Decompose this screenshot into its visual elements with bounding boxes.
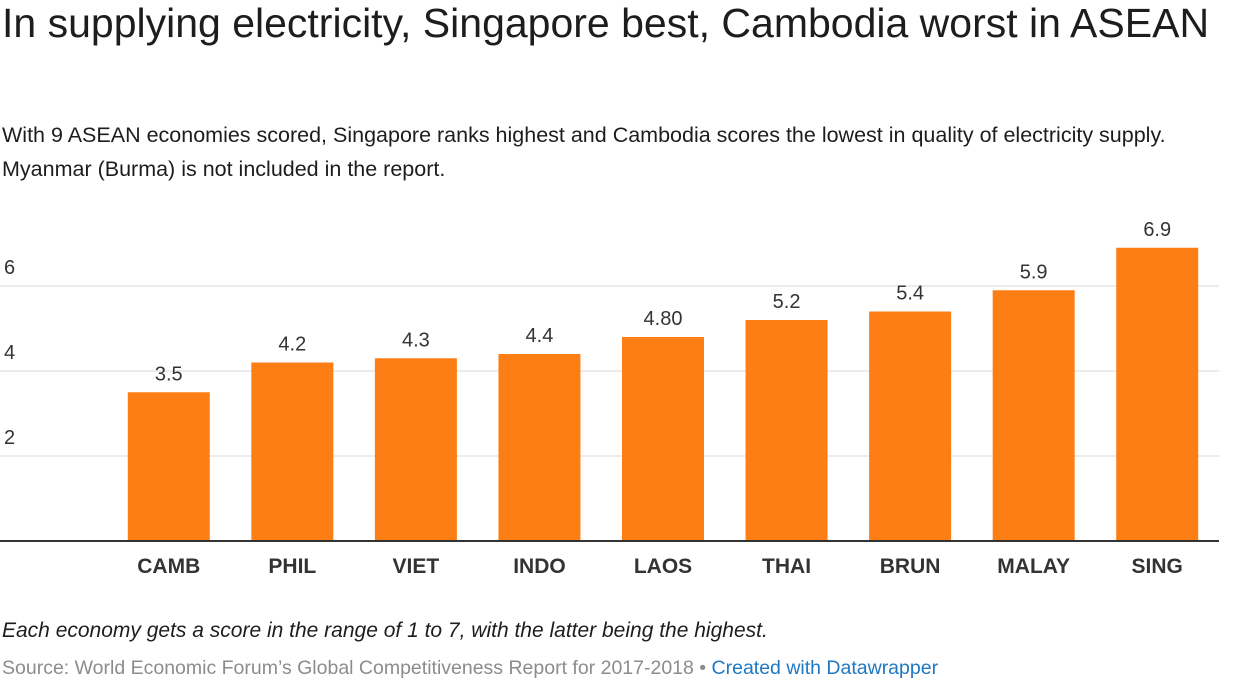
y-tick-label: 2 — [4, 427, 15, 449]
bar-viet — [374, 358, 457, 541]
y-tick-label: 6 — [4, 257, 15, 279]
bar-sing — [1116, 247, 1199, 541]
x-axis-labels: CAMB PHIL VIET INDO LAOS THAI BRUN MALAY SING — [137, 555, 1183, 578]
x-tick-label: THAI — [762, 555, 811, 578]
x-tick-label: CAMB — [137, 555, 200, 578]
bar-indo — [498, 354, 581, 541]
chart-footer: Source: World Economic Forum’s Global Co… — [2, 657, 938, 680]
x-tick-label: VIET — [393, 555, 440, 578]
bars — [127, 247, 1199, 541]
x-tick-label: INDO — [513, 555, 566, 578]
x-tick-label: LAOS — [634, 555, 692, 578]
bar-thai — [745, 320, 828, 541]
x-tick-label: BRUN — [880, 555, 941, 578]
y-axis-ticks: 2 4 6 — [4, 257, 15, 449]
chart-subtitle: With 9 ASEAN economies scored, Singapore… — [2, 123, 1166, 181]
value-labels: 3.5 4.2 4.3 4.4 4.80 5.2 5.4 5.9 6.9 — [155, 219, 1171, 386]
datawrapper-link[interactable]: Created with Datawrapper — [711, 657, 939, 679]
y-tick-label: 4 — [4, 342, 15, 364]
value-label: 4.4 — [526, 325, 554, 347]
value-label: 4.80 — [644, 308, 683, 330]
value-label: 4.3 — [402, 329, 430, 351]
x-tick-label: PHIL — [268, 555, 316, 578]
chart-title: In supplying electricity, Singapore best… — [2, 0, 1210, 46]
bar-chart: 2 4 6 3.5 4.2 4.3 4.4 4.80 5.2 5.4 5.9 6.9 CAMB PHI… — [0, 219, 1219, 578]
bar-camb — [127, 392, 210, 541]
value-label: 5.2 — [773, 291, 801, 313]
value-label: 3.5 — [155, 363, 183, 385]
bar-malay — [992, 290, 1075, 541]
source-text: Source: World Economic Forum’s Global Co… — [2, 657, 694, 679]
bar-brun — [869, 311, 952, 541]
footer-separator: • — [693, 657, 712, 679]
bar-phil — [251, 362, 334, 541]
x-tick-label: SING — [1132, 555, 1183, 578]
value-label: 4.2 — [278, 334, 306, 356]
bar-laos — [622, 337, 704, 541]
x-tick-label: MALAY — [997, 555, 1070, 578]
chart-note: Each economy gets a score in the range o… — [2, 619, 768, 642]
value-label: 5.4 — [896, 283, 924, 305]
value-label: 6.9 — [1143, 219, 1171, 241]
value-label: 5.9 — [1020, 261, 1048, 283]
